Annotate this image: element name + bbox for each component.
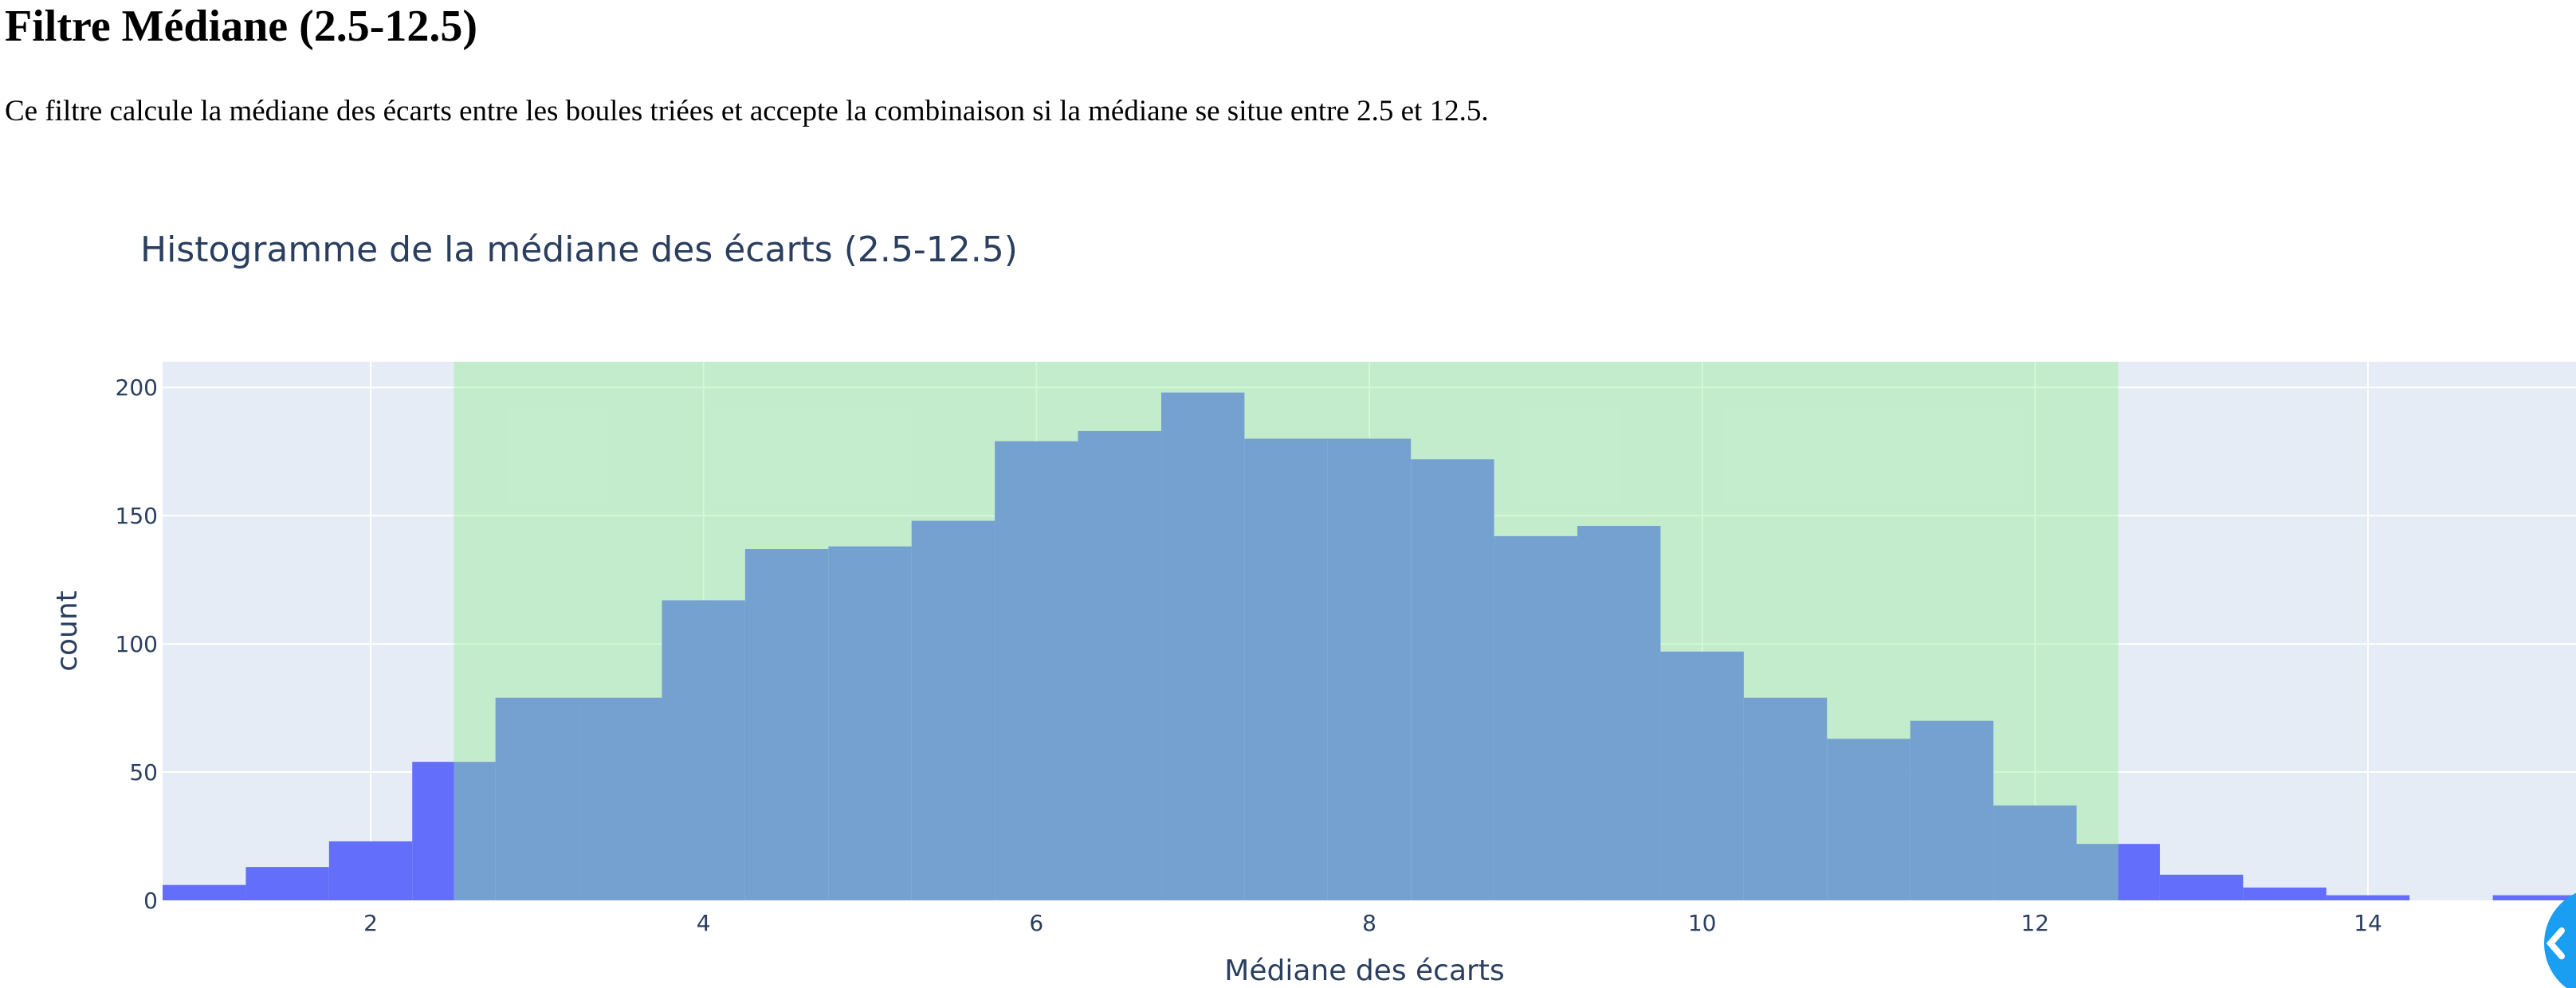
x-axis-ticks: 2 4 6 8 10 12 14 — [363, 910, 2382, 936]
histogram-bar — [2492, 895, 2576, 900]
histogram-bar — [1244, 438, 1328, 900]
x-tick-label: 4 — [697, 910, 711, 936]
page-description: Ce filtre calcule la médiane des écarts … — [5, 95, 1489, 127]
histogram-bar — [2159, 874, 2244, 900]
histogram-bar — [1827, 739, 1910, 900]
x-tick-label: 8 — [1362, 910, 1376, 936]
x-axis-title: Médiane des écarts — [1224, 955, 1504, 987]
histogram-bar — [662, 600, 745, 900]
histogram-bar — [579, 697, 662, 900]
y-tick-label: 50 — [129, 759, 158, 786]
histogram-bar — [245, 867, 329, 900]
histogram-bar — [2243, 887, 2327, 900]
y-tick-label: 200 — [116, 374, 158, 401]
x-tick-label: 2 — [363, 910, 378, 936]
y-axis-title: count — [51, 590, 84, 672]
page-title: Filtre Médiane (2.5-12.5) — [5, 2, 478, 51]
histogram-bar — [1411, 459, 1494, 900]
histogram-bar — [1660, 651, 1744, 900]
modebar-circle[interactable] — [2544, 888, 2576, 988]
x-tick-label: 12 — [2020, 910, 2049, 936]
histogram-bar — [2076, 844, 2160, 900]
x-tick-label: 14 — [2354, 910, 2382, 936]
x-tick-label: 10 — [1688, 910, 1717, 936]
y-tick-label: 150 — [116, 503, 158, 529]
y-tick-label: 100 — [116, 631, 158, 657]
histogram-bar — [1577, 526, 1661, 900]
histogram-bar — [1078, 430, 1161, 900]
y-tick-label: 0 — [143, 888, 158, 914]
histogram-bar — [1910, 720, 1994, 900]
histogram-bar — [1327, 438, 1412, 900]
histogram-bar — [1494, 535, 1578, 900]
histogram-bar — [328, 841, 413, 900]
histogram-bar — [911, 520, 995, 900]
histogram-bar — [1160, 392, 1245, 901]
histogram-bar — [412, 762, 496, 900]
chart-title: Histogramme de la médiane des écarts (2.… — [140, 229, 1018, 270]
histogram-bar — [2326, 895, 2410, 900]
histogram-bar — [495, 697, 579, 900]
histogram-bars — [163, 392, 2576, 901]
modebar-toggle-button[interactable] — [2544, 888, 2576, 988]
x-tick-label: 6 — [1029, 910, 1043, 936]
histogram-bar — [1993, 805, 2077, 900]
highlight-range-band — [454, 362, 2119, 900]
histogram-bar — [744, 548, 829, 900]
histogram-bar — [828, 546, 912, 900]
chevron-left-icon — [2546, 927, 2565, 959]
grid-lines — [163, 362, 2576, 900]
histogram-bar — [995, 441, 1078, 900]
y-axis-ticks: 0 50 100 150 200 — [116, 374, 158, 914]
histogram-bar — [1743, 697, 1828, 900]
histogram-bar — [163, 884, 246, 900]
